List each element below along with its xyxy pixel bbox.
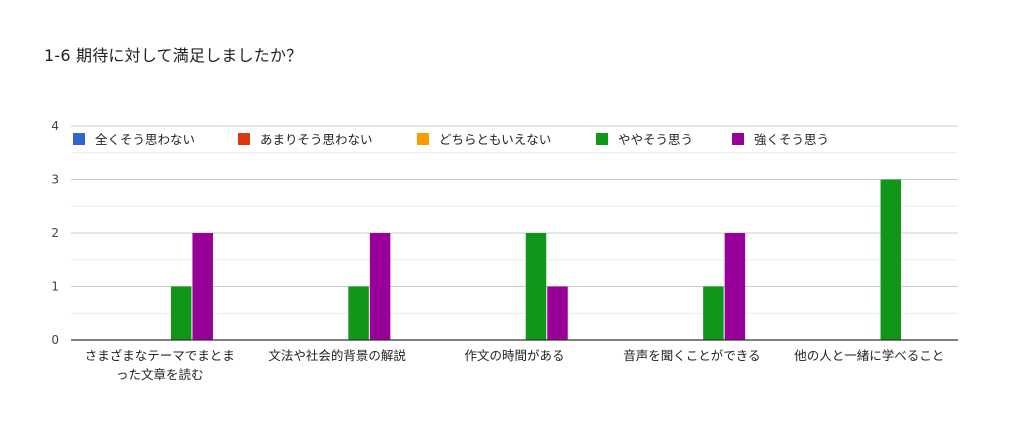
bar [525, 233, 547, 340]
y-tick-label: 3 [51, 173, 59, 187]
legend-label: どちらともいえない [439, 132, 551, 147]
legend-swatch [238, 133, 250, 145]
category-label: さまざまなテーマでまとま [85, 348, 235, 363]
bar [192, 233, 213, 340]
legend: 全くそう思わない あまりそう思わない どちらともいえない ややそう思う 強くそう思う [73, 132, 829, 147]
category-label: った文章を読む [116, 367, 204, 382]
bar [703, 286, 724, 340]
legend-swatch [417, 133, 429, 145]
category-label: 他の人と一緒に学べること [794, 348, 944, 363]
chart-title: 1-6 期待に対して満足しましたか？ [44, 46, 303, 65]
gridlines [71, 125, 958, 314]
y-tick-label: 4 [51, 119, 59, 133]
legend-label: ややそう思う [618, 132, 693, 147]
legend-swatch [732, 133, 744, 145]
category-label: 作文の時間がある [464, 348, 564, 363]
bar [170, 286, 192, 340]
bar [348, 286, 369, 340]
legend-swatch [596, 133, 608, 145]
bar [724, 233, 746, 340]
y-tick-label: 2 [51, 226, 59, 240]
bar [880, 179, 902, 340]
bar [547, 286, 568, 340]
bar [369, 233, 391, 340]
legend-label: 全くそう思わない [95, 132, 195, 147]
y-tick-label: 0 [51, 333, 59, 347]
category-label: 音声を聞くことができる [623, 348, 760, 363]
y-tick-label: 1 [51, 280, 59, 294]
legend-swatch [73, 133, 85, 145]
legend-label: あまりそう思わない [260, 132, 373, 147]
legend-label: 強くそう思う [754, 132, 829, 147]
category-label: 文法や社会的背景の解説 [268, 348, 406, 363]
bars [170, 179, 902, 340]
